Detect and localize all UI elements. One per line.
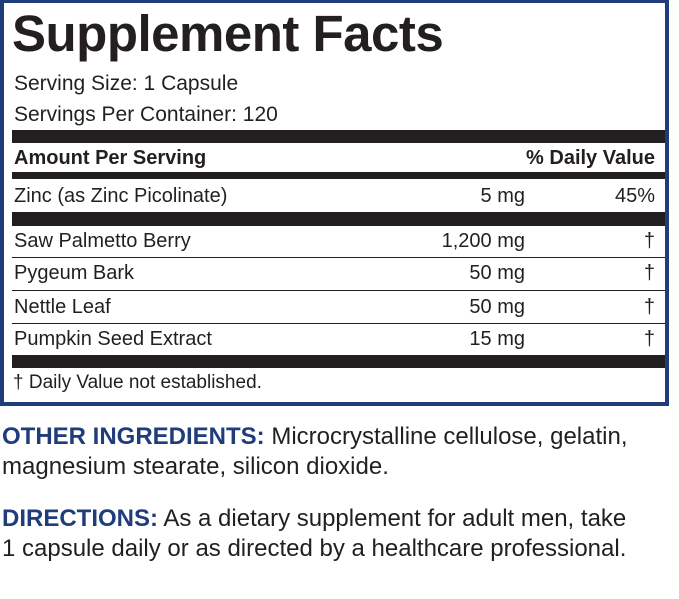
thin-divider xyxy=(12,323,665,324)
ingredient-dv: † xyxy=(643,296,655,318)
header-amount-per-serving: Amount Per Serving xyxy=(14,147,207,169)
ingredient-amount: 50 mg xyxy=(469,296,525,318)
servings-per-container: Servings Per Container: 120 xyxy=(14,103,278,126)
other-ingredients: OTHER INGREDIENTS: Microcrystalline cell… xyxy=(2,422,672,482)
ingredient-name: Saw Palmetto Berry xyxy=(14,230,191,252)
thick-divider xyxy=(12,212,665,226)
ingredient-dv: † xyxy=(643,230,655,252)
supplement-facts-panel xyxy=(0,0,669,406)
ingredient-dv: † xyxy=(643,262,655,284)
table-row: Zinc (as Zinc Picolinate) 5 mg 45% xyxy=(12,181,665,211)
ingredient-name: Nettle Leaf xyxy=(14,296,111,318)
table-row: Pumpkin Seed Extract 15 mg † xyxy=(12,324,665,354)
ingredient-amount: 1,200 mg xyxy=(441,230,525,252)
table-row: Nettle Leaf 50 mg † xyxy=(12,292,665,322)
thick-divider xyxy=(12,355,665,368)
footnote: † Daily Value not established. xyxy=(13,372,262,393)
ingredient-name: Pygeum Bark xyxy=(14,262,135,284)
other-ingredients-label: OTHER INGREDIENTS: xyxy=(2,423,265,450)
other-ingredients-text: Microcrystalline cellulose, gelatin, mag… xyxy=(2,423,628,480)
ingredient-amount: 5 mg xyxy=(480,185,525,207)
ingredient-name: Zinc (as Zinc Picolinate) xyxy=(14,185,228,207)
table-row: Saw Palmetto Berry 1,200 mg † xyxy=(12,226,665,256)
ingredient-dv: 45% xyxy=(614,185,655,207)
ingredient-dv: † xyxy=(643,328,655,350)
directions-label: DIRECTIONS: xyxy=(2,505,158,532)
medium-divider xyxy=(12,172,665,179)
thin-divider xyxy=(12,290,665,291)
ingredient-name: Pumpkin Seed Extract xyxy=(14,328,212,350)
directions-text: As a dietary supplement for adult men, t… xyxy=(2,505,627,562)
directions: DIRECTIONS: As a dietary supplement for … xyxy=(2,504,642,564)
header-daily-value: % Daily Value xyxy=(526,147,655,169)
thick-divider xyxy=(12,130,665,143)
table-row: Pygeum Bark 50 mg † xyxy=(12,258,665,288)
serving-size: Serving Size: 1 Capsule xyxy=(14,72,239,95)
panel-title: Supplement Facts xyxy=(12,5,444,62)
ingredient-amount: 15 mg xyxy=(469,328,525,350)
ingredient-amount: 50 mg xyxy=(469,262,525,284)
header-row: Amount Per Serving % Daily Value xyxy=(12,143,665,173)
thin-divider xyxy=(12,257,665,258)
